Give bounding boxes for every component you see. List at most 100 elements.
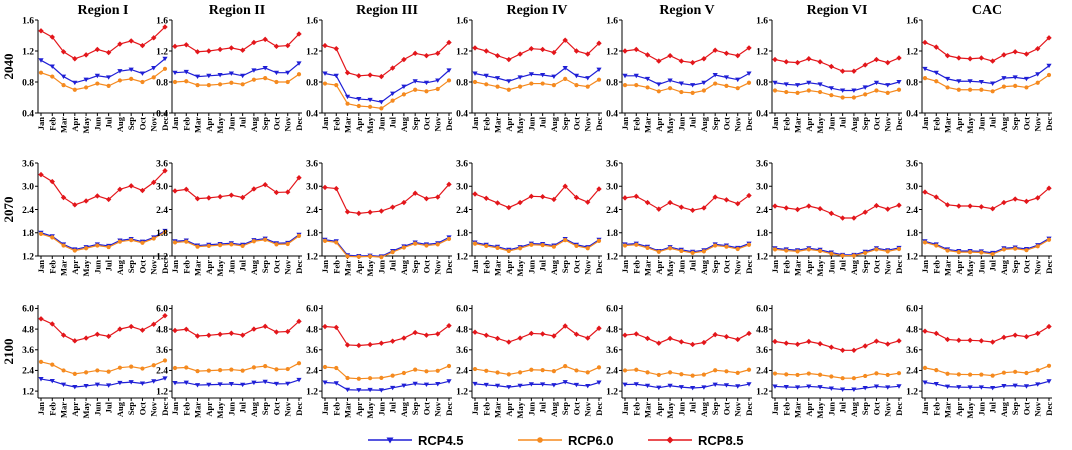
y-tick-label: 1.6 — [756, 16, 768, 26]
data-point-rcp6-0 — [645, 370, 650, 375]
data-point-rcp8-5 — [794, 341, 801, 347]
data-point-rcp8-5 — [1001, 334, 1007, 341]
data-point-rcp4-5 — [117, 380, 123, 386]
x-tick-label-jul: Jul — [238, 116, 248, 128]
data-point-rcp6-0 — [784, 248, 789, 253]
y-tick-label: 3.6 — [756, 346, 768, 356]
data-point-rcp4-5 — [412, 381, 418, 387]
data-point-rcp6-0 — [274, 367, 279, 372]
x-tick-label-aug: Aug — [249, 116, 259, 132]
data-point-rcp4-5 — [83, 77, 89, 83]
x-tick-label-jul: Jul — [388, 116, 398, 128]
data-point-rcp8-5 — [60, 49, 67, 55]
data-point-rcp8-5 — [506, 339, 512, 345]
data-point-rcp6-0 — [829, 93, 834, 98]
x-tick-label-dec: Dec — [444, 260, 454, 274]
data-point-rcp6-0 — [574, 368, 579, 373]
data-point-rcp8-5 — [105, 333, 112, 340]
data-point-rcp6-0 — [922, 365, 928, 370]
data-point-rcp4-5 — [517, 383, 523, 389]
data-point-rcp8-5 — [701, 205, 707, 211]
data-point-rcp4-5 — [83, 383, 89, 389]
panel-region-v-2070: 1.2 1.8 2.4 3.0 3.6 Jan Feb Mar Apr May Jun Jul Aug S… — [606, 159, 754, 276]
data-point-rcp8-5 — [251, 39, 257, 46]
data-point-rcp6-0 — [413, 367, 418, 372]
y-tick-label: 2.4 — [756, 206, 768, 216]
data-point-rcp6-0 — [263, 237, 268, 242]
data-point-rcp6-0 — [551, 244, 557, 249]
x-tick-label-sep: Sep — [710, 402, 720, 416]
panel-region-vi-2100: 1.2 2.4 3.6 4.8 6.0 Jan Feb Mar Apr May Jun Jul Aug S… — [756, 305, 904, 419]
data-point-rcp6-0 — [322, 364, 328, 370]
data-point-rcp8-5 — [1035, 195, 1041, 201]
x-tick-label-dec: Dec — [894, 117, 904, 131]
data-point-rcp8-5 — [528, 45, 535, 52]
x-tick-label-dec: Dec — [1044, 402, 1054, 416]
data-point-rcp4-5 — [483, 382, 489, 388]
y-tick-label: 1.8 — [606, 229, 618, 239]
data-point-rcp6-0 — [424, 369, 429, 374]
data-point-rcp8-5 — [494, 200, 501, 206]
data-point-rcp4-5 — [701, 80, 707, 86]
x-tick-label-jun: Jun — [92, 402, 102, 416]
data-point-rcp4-5 — [139, 381, 146, 386]
data-point-rcp6-0 — [724, 369, 729, 374]
data-point-rcp6-0 — [735, 86, 740, 91]
data-point-rcp4-5 — [106, 383, 112, 388]
x-tick-label-dec: Dec — [444, 117, 454, 131]
data-point-rcp8-5 — [656, 340, 662, 346]
data-point-rcp4-5 — [978, 80, 984, 85]
data-point-rcp4-5 — [851, 88, 857, 93]
data-point-rcp6-0 — [95, 243, 100, 248]
x-tick-label-jul: Jul — [688, 116, 698, 128]
x-tick-label-jul: Jul — [238, 259, 248, 271]
data-point-rcp4-5 — [944, 384, 951, 390]
y-tick-label: 0.8 — [606, 78, 618, 88]
data-point-rcp8-5 — [217, 194, 223, 200]
data-point-rcp6-0 — [413, 241, 418, 246]
x-tick-label-jan: Jan — [920, 117, 930, 131]
x-tick-label-mar: Mar — [193, 260, 203, 276]
data-point-rcp8-5 — [333, 45, 339, 52]
x-tick-label-dec: Dec — [894, 402, 904, 416]
x-tick-label-apr: Apr — [354, 260, 364, 275]
x-tick-label-jan: Jan — [320, 117, 330, 131]
x-tick-label-mar: Mar — [493, 402, 503, 418]
data-point-rcp8-5 — [1035, 330, 1041, 337]
data-point-rcp6-0 — [151, 363, 156, 368]
data-point-rcp8-5 — [622, 332, 628, 338]
data-point-rcp6-0 — [540, 81, 545, 86]
data-point-rcp8-5 — [83, 335, 89, 341]
x-tick-label-dec: Dec — [1044, 117, 1054, 131]
data-point-rcp6-0 — [1046, 363, 1052, 368]
x-tick-label-oct: Oct — [421, 260, 431, 273]
series-line-rcp6-0 — [624, 369, 750, 377]
x-tick-label-apr: Apr — [70, 260, 80, 275]
data-point-rcp4-5 — [49, 378, 55, 384]
x-tick-label-jul: Jul — [688, 259, 698, 271]
data-point-rcp8-5 — [772, 56, 778, 63]
data-point-rcp8-5 — [83, 198, 89, 204]
data-point-rcp8-5 — [723, 333, 730, 340]
series-line-rcp8-5 — [174, 320, 300, 337]
data-point-rcp8-5 — [72, 202, 78, 208]
data-point-rcp4-5 — [1001, 76, 1007, 81]
y-tick-label: 3.6 — [456, 346, 468, 356]
data-point-rcp6-0 — [896, 371, 902, 376]
data-point-rcp8-5 — [38, 316, 44, 322]
x-tick-label-aug: Aug — [249, 401, 259, 417]
data-point-rcp4-5 — [262, 66, 268, 71]
y-tick-label: 1.2 — [756, 387, 768, 397]
data-point-rcp6-0 — [506, 87, 511, 92]
data-point-rcp6-0 — [195, 369, 200, 374]
data-point-rcp4-5 — [885, 83, 891, 88]
x-tick-label-apr: Apr — [354, 117, 364, 132]
x-tick-label-may: May — [665, 401, 675, 418]
data-point-rcp4-5 — [1035, 72, 1041, 77]
data-point-rcp6-0 — [956, 87, 961, 92]
x-tick-label-apr: Apr — [504, 402, 514, 417]
data-point-rcp4-5 — [585, 76, 591, 81]
data-point-rcp6-0 — [922, 240, 928, 245]
x-tick-label-jan: Jan — [620, 402, 630, 416]
y-tick-label: 4.8 — [456, 325, 468, 335]
